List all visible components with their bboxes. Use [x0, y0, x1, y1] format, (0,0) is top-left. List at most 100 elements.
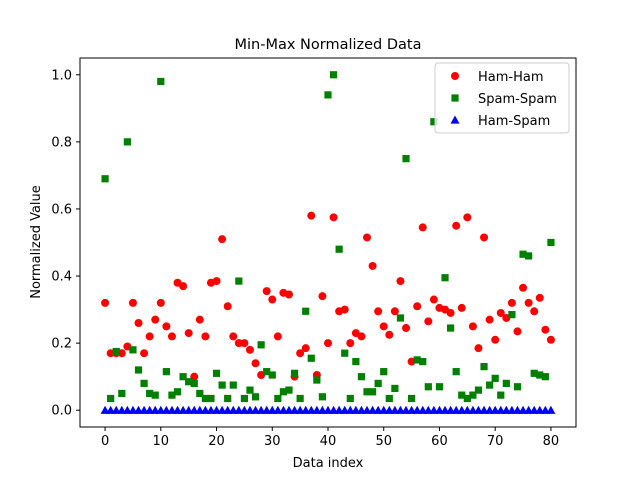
data-point	[457, 303, 466, 312]
data-point	[446, 308, 455, 317]
data-point	[508, 311, 516, 319]
data-point	[507, 298, 516, 307]
data-point	[340, 305, 349, 314]
x-tick-label: 20	[208, 434, 225, 449]
data-point	[341, 349, 349, 357]
data-point	[402, 324, 411, 333]
legend: Ham-Ham Spam-Spam Ham-Spam	[434, 62, 570, 134]
data-point	[346, 394, 354, 403]
data-point	[379, 322, 388, 331]
data-point	[101, 175, 109, 183]
data-point	[530, 307, 539, 316]
data-point	[452, 368, 460, 376]
data-point	[441, 274, 449, 282]
data-point	[502, 379, 510, 387]
data-point	[162, 368, 170, 376]
data-point	[424, 383, 432, 391]
data-point	[357, 332, 366, 341]
data-point	[407, 394, 416, 403]
legend-label: Spam-Spam	[478, 92, 557, 107]
y-tick-label: 0.4	[51, 270, 72, 285]
data-point	[480, 233, 489, 242]
data-point	[486, 381, 494, 389]
data-point	[128, 298, 137, 307]
x-axis-label: Data index	[293, 456, 364, 471]
data-point	[212, 277, 221, 286]
legend-label: Ham-Ham	[478, 70, 544, 85]
data-point	[447, 324, 455, 332]
data-point	[257, 341, 265, 349]
x-tick-label: 30	[264, 434, 281, 449]
data-point	[530, 369, 538, 377]
data-point	[463, 213, 472, 222]
data-point	[536, 371, 544, 379]
data-point	[140, 349, 149, 358]
data-point	[179, 373, 187, 381]
data-point	[151, 315, 160, 324]
data-point	[145, 332, 154, 341]
data-point	[146, 389, 154, 398]
data-point	[195, 315, 204, 324]
data-point	[274, 394, 282, 403]
data-point	[335, 245, 343, 253]
data-point	[324, 91, 332, 99]
data-point	[296, 394, 304, 403]
y-tick-label: 0.6	[51, 202, 72, 217]
data-point	[224, 394, 232, 403]
data-point	[201, 332, 210, 341]
data-point	[346, 339, 355, 348]
legend-box	[434, 62, 570, 134]
chart-title: Min-Max Normalized Data	[234, 37, 421, 53]
data-point	[535, 293, 544, 302]
data-point	[396, 314, 405, 322]
data-point	[546, 335, 555, 344]
data-point	[290, 369, 299, 377]
x-tick-label: 50	[375, 434, 392, 449]
x-axis: 0 10 20 30 40 50 60 70 80	[101, 427, 559, 449]
data-point	[251, 393, 260, 401]
data-point	[245, 345, 254, 354]
data-point	[167, 332, 176, 341]
legend-marker	[451, 72, 459, 80]
data-point	[469, 391, 477, 399]
data-point	[151, 391, 159, 399]
y-tick-label: 0.0	[51, 404, 72, 419]
data-point	[307, 354, 315, 362]
data-point	[112, 347, 120, 356]
legend-item: Ham-Spam	[450, 114, 550, 129]
data-point	[524, 298, 533, 307]
data-point	[541, 325, 550, 334]
y-axis: 0.0 0.2 0.4 0.6 0.8 1.0	[51, 68, 80, 419]
data-point	[363, 388, 371, 396]
data-point	[223, 302, 232, 311]
data-point	[162, 322, 171, 331]
data-point	[229, 381, 237, 389]
data-point	[497, 391, 505, 399]
x-tick-label: 70	[487, 434, 504, 449]
data-point	[307, 211, 316, 220]
plot-area	[79, 57, 577, 428]
data-point	[329, 71, 338, 79]
data-point	[173, 388, 182, 396]
data-point	[474, 344, 483, 353]
data-point	[519, 283, 528, 292]
data-point	[302, 307, 310, 315]
data-point	[229, 332, 238, 341]
data-point	[429, 295, 438, 304]
data-point	[491, 335, 500, 344]
data-point	[385, 394, 393, 403]
data-point	[402, 155, 410, 163]
data-point	[129, 346, 137, 354]
data-point	[273, 332, 282, 341]
data-point	[496, 308, 505, 317]
data-point	[284, 290, 293, 299]
data-point	[184, 329, 193, 338]
data-point	[390, 307, 399, 316]
data-point	[435, 383, 444, 391]
data-point	[134, 366, 143, 374]
legend-item: Ham-Ham	[451, 70, 544, 85]
data-point	[207, 394, 215, 403]
data-point	[374, 307, 383, 316]
data-point	[134, 319, 143, 328]
data-point	[519, 250, 527, 258]
